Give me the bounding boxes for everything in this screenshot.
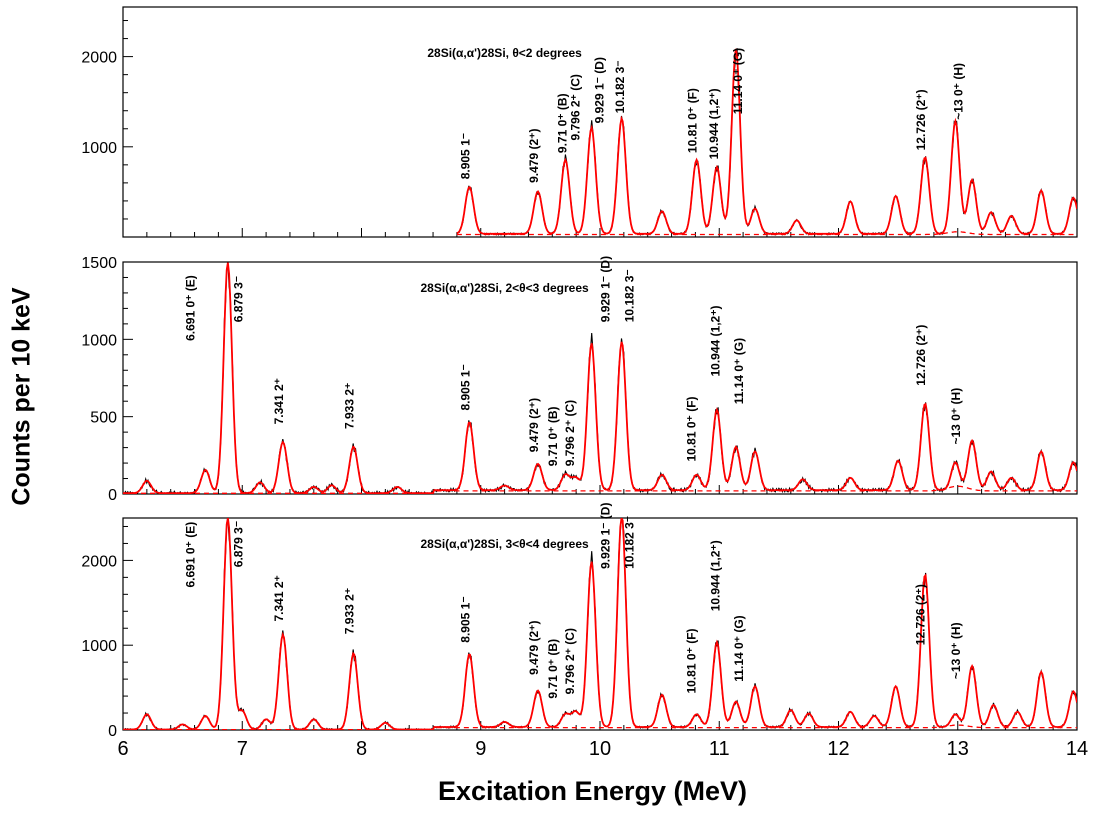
peak-label: 10.182 3⁻	[622, 516, 636, 569]
peak-label: 12.726 (2⁺)	[914, 325, 928, 386]
peak-label: 9.796 2⁺ (C)	[569, 74, 583, 140]
background-component	[123, 485, 1077, 494]
panel-2: 0 500 1000 1500 28Si(α,α')28Si, 2<θ<3 degree…	[81, 255, 1078, 504]
x-tick-label: 9	[475, 738, 486, 760]
peak-label: 6.691 0⁺ (E)	[184, 522, 198, 588]
spectrum-area	[123, 518, 1077, 730]
peak-label: 6.879 3⁻	[231, 521, 245, 567]
peak-label: 9.929 1⁻ (D)	[599, 503, 613, 569]
background-component	[456, 231, 1077, 236]
panel-3: 0 1000 2000 6 7 8 9 10 11 12 13 14 28Si(α,α')28Si, 3…	[81, 503, 1088, 760]
x-tick-label: 12	[827, 738, 849, 760]
peak-label: 9.479 (2⁺)	[527, 621, 541, 675]
peak-label: 9.479 (2⁺)	[527, 129, 541, 183]
peak-label: 8.905 1⁻	[458, 596, 472, 642]
peak-label: ~13 0⁺ (H)	[949, 388, 963, 445]
peak-label: 10.944 (1,2⁺)	[707, 88, 721, 159]
peak-label: 9.796 2⁺ (C)	[563, 400, 577, 466]
peak-label: 12.726 (2⁺)	[914, 89, 928, 150]
x-tick-label: 13	[947, 738, 969, 760]
peak-label: 7.933 2⁺	[343, 383, 357, 429]
peak-label: 7.341 2⁺	[272, 378, 286, 424]
y-tick-label: 2000	[81, 50, 117, 67]
peak-label: 10.944 (1,2⁺)	[708, 540, 722, 611]
peak-label: 8.905 1⁻	[458, 133, 472, 179]
peak-label: 10.81 0⁺ (F)	[684, 628, 698, 693]
x-axis-label: Excitation Energy (MeV)	[437, 776, 748, 806]
x-tick-label: 14	[1066, 738, 1088, 760]
x-tick-label: 10	[589, 738, 611, 760]
peak-label: 10.182 3⁻	[613, 60, 627, 113]
y-tick-label: 500	[90, 410, 117, 427]
spectrum-area	[456, 48, 1077, 236]
peak-label: 9.796 2⁺ (C)	[563, 628, 577, 694]
y-tick-label: 1500	[81, 255, 117, 272]
y-tick-label: 0	[108, 723, 117, 740]
background-component	[123, 724, 1077, 730]
peak-label: 10.81 0⁺ (F)	[686, 88, 700, 153]
y-tick-label: 0	[108, 487, 117, 504]
panel-title: 28Si(α,α')28Si, θ<2 degrees	[427, 46, 582, 60]
x-tick-label: 8	[356, 738, 367, 760]
peak-label: 10.944 (1,2⁺)	[708, 305, 722, 376]
peak-label: 9.479 (2⁺)	[527, 398, 541, 452]
peak-label: ~13 0⁺ (H)	[952, 63, 966, 120]
peak-label: 10.182 3⁻	[622, 269, 636, 322]
x-tick-label: 6	[117, 738, 128, 760]
peak-label: ~13 0⁺ (H)	[949, 622, 963, 679]
peak-label: 9.71 0⁺ (B)	[546, 639, 560, 699]
peak-label: 9.71 0⁺ (B)	[556, 93, 570, 153]
peak-label: 9.929 1⁻ (D)	[599, 256, 613, 322]
y-tick-label: 1000	[81, 332, 117, 349]
data-histogram	[456, 48, 1077, 236]
panel-title: 28Si(α,α')28Si, 2<θ<3 degrees	[421, 281, 590, 295]
y-tick-label: 1000	[81, 140, 117, 157]
x-tick-label: 7	[237, 738, 248, 760]
peak-label: 6.879 3⁻	[231, 276, 245, 322]
peak-label: 10.81 0⁺ (F)	[684, 396, 698, 461]
peak-label: 11.14 0⁺ (G)	[732, 338, 746, 404]
x-tick-label: 11	[709, 738, 730, 760]
peak-label: 9.929 1⁻ (D)	[593, 57, 607, 123]
fit-curve	[123, 262, 1077, 494]
y-tick-label: 1000	[81, 638, 117, 655]
peak-label: 8.905 1⁻	[458, 364, 472, 410]
peak-label: 11.14 0⁺ (G)	[731, 48, 745, 114]
peak-label: 9.71 0⁺ (B)	[546, 406, 560, 466]
fit-curve	[123, 518, 1077, 730]
peak-label: 6.691 0⁺ (E)	[184, 275, 198, 341]
peak-label: 7.933 2⁺	[343, 588, 357, 634]
peak-label: 11.14 0⁺ (G)	[732, 615, 746, 681]
panel-title: 28Si(α,α')28Si, 3<θ<4 degrees	[421, 537, 590, 551]
peak-label: 7.341 2⁺	[272, 575, 286, 621]
peak-label: 12.726 (2⁺)	[913, 584, 927, 645]
spectrum-area	[123, 262, 1077, 494]
y-axis-label: Counts per 10 keV	[7, 287, 36, 506]
fit-curve	[456, 48, 1077, 235]
y-tick-label: 2000	[81, 553, 117, 570]
panel-1: 1000 2000 28Si(α,α')28Si, θ<2 degrees 8.905…	[81, 6, 1078, 238]
